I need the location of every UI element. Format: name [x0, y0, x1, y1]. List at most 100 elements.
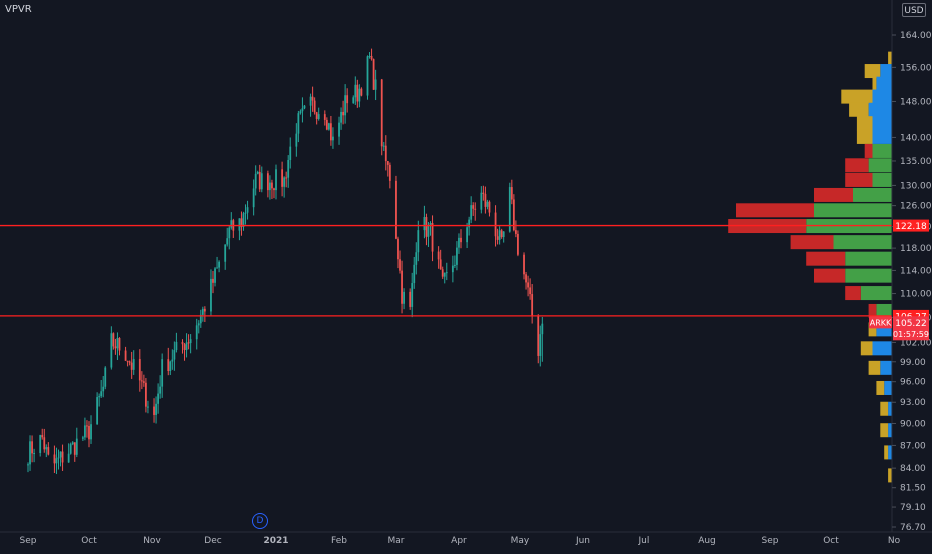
candle-body [96, 397, 99, 425]
candle-body [189, 339, 192, 344]
price-tick-label: 130.00 [900, 181, 932, 191]
vp-bar-down [868, 303, 877, 318]
candle-body [374, 79, 377, 90]
candle-body [183, 344, 186, 350]
candle-body [395, 180, 397, 239]
vp-bar-down [880, 423, 889, 438]
vp-bar-down [856, 129, 873, 144]
candle-body [173, 350, 176, 360]
candle-body [203, 308, 206, 312]
symbol-tag-text: ARKK [870, 318, 892, 327]
candle-body [458, 237, 460, 248]
candle-body [480, 192, 483, 210]
candle-body [541, 323, 544, 335]
last-price-value: 105.22 [895, 319, 927, 329]
vp-bar-down [841, 89, 873, 104]
candle-body [171, 359, 174, 362]
time-tick-label: Feb [331, 536, 347, 546]
candle-body [411, 283, 414, 307]
price-tick-label: 87.00 [900, 441, 926, 451]
candle-body [456, 247, 458, 265]
time-tick-label: Jun [575, 536, 590, 546]
vp-bar-up [876, 76, 892, 91]
candle-body [443, 272, 446, 277]
candle-body [175, 341, 178, 351]
candle-body [195, 325, 198, 340]
candle-body [344, 95, 347, 116]
candle-body [525, 274, 527, 283]
candle-body [512, 199, 515, 231]
candle-body [342, 111, 344, 116]
time-axis[interactable]: Sep Oct Nov Dec 2021 Feb Mar Apr May Jun Jul Aug Sep… [20, 536, 901, 546]
candle-body [110, 333, 113, 368]
interval-badge[interactable]: D [252, 513, 268, 529]
vp-bar-down [736, 203, 814, 218]
candle-body [537, 315, 540, 356]
time-tick-label: Nov [143, 536, 161, 546]
vp-bar-down [872, 76, 877, 91]
candle-body [445, 272, 448, 274]
candle-body [27, 464, 29, 466]
candle-body [216, 267, 218, 269]
candle-body [514, 230, 517, 234]
candle-body [413, 264, 416, 284]
candle-body [81, 437, 84, 439]
candle-body [238, 218, 241, 231]
indicator-label[interactable]: VPVR [5, 4, 32, 15]
candle-body [429, 223, 432, 226]
candle-body [226, 238, 229, 245]
candle-body [370, 56, 373, 60]
currency-badge[interactable]: USD [902, 3, 926, 17]
candle-body [523, 254, 525, 275]
candle-body [102, 386, 105, 392]
price-tick-label: 164.00 [900, 31, 932, 41]
price-tick-label: 148.00 [900, 97, 932, 107]
candle-body [210, 278, 212, 312]
vp-bar-up [888, 445, 892, 460]
vp-bar-up [872, 143, 892, 158]
vp-bar-down [860, 341, 873, 356]
candle-body [84, 425, 86, 438]
candle-body [114, 346, 117, 349]
candle-body [338, 122, 340, 137]
vp-bar-down [814, 268, 846, 283]
candle-body [132, 359, 135, 370]
volume-profile [728, 51, 892, 483]
candle-body [285, 177, 288, 179]
vp-bar-down [856, 116, 873, 131]
candle-body [126, 360, 129, 362]
candle-body [116, 337, 119, 349]
vp-bar-down [849, 102, 869, 117]
candle-body [124, 350, 127, 361]
candle-body [358, 88, 361, 102]
candle-body [254, 173, 257, 189]
vp-bar-up [868, 102, 892, 117]
symbol-tag-box [869, 316, 892, 329]
candle-body [388, 164, 391, 181]
candle-body [98, 396, 101, 398]
price-axis[interactable]: 164.00 156.00 148.00 140.00 135.00 130.00 126.… [892, 31, 932, 533]
candle-body [199, 314, 202, 324]
candle-body [297, 113, 300, 134]
candle-body [332, 136, 334, 141]
candle-body [529, 287, 532, 295]
candle-body [309, 96, 312, 106]
candle-body [496, 236, 499, 240]
candle-body [437, 251, 440, 260]
horizontal-levels[interactable] [0, 224, 892, 317]
vp-bar-up [845, 268, 892, 283]
candle-body [356, 84, 359, 102]
candle-body [474, 208, 477, 210]
vp-bar-up [872, 129, 892, 144]
candle-body [185, 342, 188, 350]
last-price-box [893, 316, 929, 341]
vp-bar-down [845, 172, 873, 187]
candle-body [145, 382, 147, 407]
candle-body [246, 207, 249, 213]
candle-body [399, 259, 401, 271]
time-tick-label: Oct [823, 536, 839, 546]
candle-body [153, 406, 155, 415]
candle-body [43, 437, 46, 450]
